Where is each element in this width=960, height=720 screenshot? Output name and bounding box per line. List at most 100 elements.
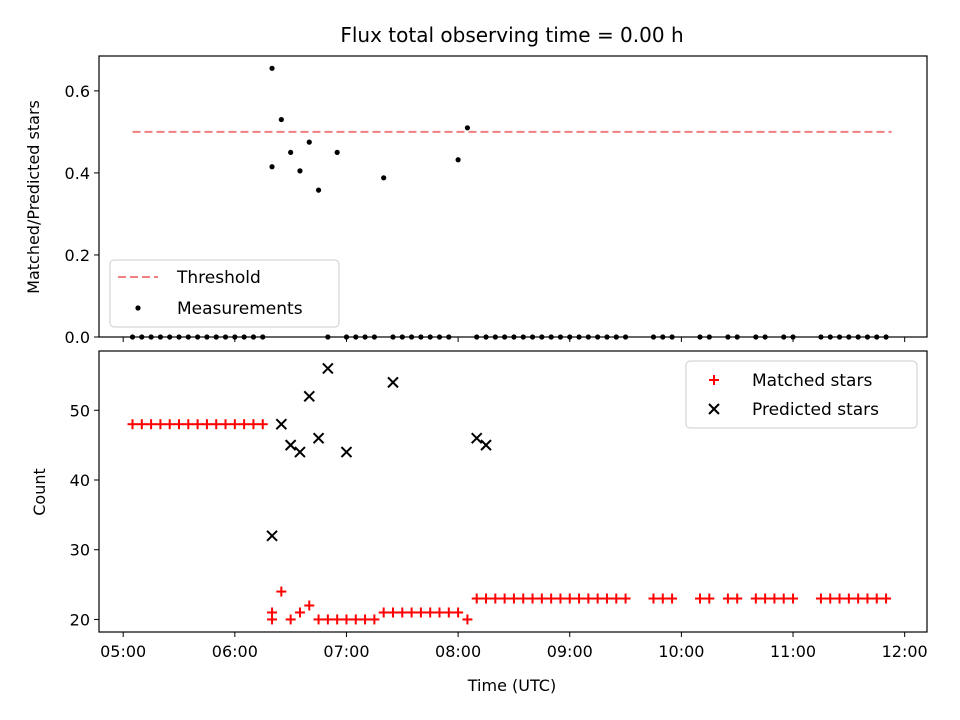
matched-star-point: [146, 419, 157, 430]
matched-star-point: [239, 419, 250, 430]
chart-title: Flux total observing time = 0.00 h: [340, 23, 683, 47]
matched-star-point: [304, 600, 315, 611]
measurement-point: [381, 175, 387, 181]
y-tick-label: 0.2: [65, 246, 90, 265]
matched-star-point: [322, 614, 333, 625]
matched-star-point: [443, 607, 454, 618]
measurement-point: [660, 334, 666, 340]
matched-star-point: [722, 593, 733, 604]
matched-star-point: [406, 607, 417, 618]
predicted-star-point: [284, 439, 297, 451]
measurement-point: [539, 334, 545, 340]
measurement-point: [846, 334, 852, 340]
matched-star-point: [694, 593, 705, 604]
top-y-axis-label: Matched/Predicted stars: [24, 100, 43, 294]
measurement-point: [827, 334, 833, 340]
matched-star-point: [415, 607, 426, 618]
predicted-star-point: [312, 432, 325, 444]
bottom-plot-frame: [98, 350, 928, 633]
predicted-star-point: [387, 376, 399, 389]
bottom-legend-box: [685, 360, 918, 429]
matched-star-point: [788, 593, 799, 604]
matched-star-point: [843, 593, 854, 604]
matched-star-point: [294, 607, 305, 618]
x-tick-label: 07:00: [323, 642, 369, 661]
top-legend: Threshold Measurements: [109, 259, 340, 328]
measurement-point: [371, 334, 377, 340]
matched-star-point: [453, 607, 464, 618]
predicted-star-point: [480, 439, 492, 451]
matched-star-point: [778, 593, 789, 604]
measurement-point: [269, 164, 275, 170]
matched-star-point: [527, 593, 538, 604]
measurement-point: [399, 334, 405, 340]
measurement-point: [874, 334, 880, 340]
matched-star-point: [136, 419, 147, 430]
measurement-point: [474, 334, 480, 340]
predicted-star-point: [471, 432, 483, 444]
measurement-point: [315, 187, 322, 193]
measurement-point: [855, 334, 861, 340]
measurements-legend-marker: [135, 305, 141, 311]
predicted-star-point: [266, 530, 278, 542]
measurements-legend-label: Measurements: [177, 299, 303, 319]
matched-star-point: [815, 593, 826, 604]
y-tick-label: 0.4: [65, 164, 90, 183]
measurement-point: [781, 334, 787, 340]
matched-star-point: [267, 614, 278, 625]
y-tick-label: 20: [70, 610, 90, 629]
measurement-point: [557, 334, 564, 340]
threshold-legend-label: Threshold: [176, 268, 261, 288]
matched-star-point: [229, 419, 240, 430]
measurement-point: [585, 334, 591, 340]
x-tick-label: 08:00: [435, 642, 481, 661]
matched-star-point: [862, 593, 873, 604]
measurement-point: [455, 157, 461, 163]
matched-star-point: [360, 614, 371, 625]
matched-legend-marker: [709, 375, 719, 385]
matched-star-point: [127, 419, 138, 430]
measurement-point: [343, 334, 350, 340]
predicted-star-point: [322, 362, 334, 375]
measurement-point: [567, 334, 573, 340]
measurement-point: [139, 334, 145, 340]
measurement-point: [502, 334, 508, 340]
measurement-point: [595, 334, 601, 340]
x-tick-label: 12:00: [882, 642, 928, 661]
measurement-point: [436, 334, 443, 340]
matched-star-point: [760, 593, 771, 604]
x-tick-label: 11:00: [770, 642, 816, 661]
measurement-point: [278, 116, 284, 123]
measurement-point: [269, 65, 275, 71]
matched-star-point: [853, 593, 864, 604]
measurement-point: [446, 334, 452, 340]
measurement-point: [790, 334, 796, 340]
matched-star-point: [155, 419, 166, 430]
x-tick-label: 06:00: [212, 642, 258, 661]
measurement-point: [529, 334, 536, 340]
measurement-point: [167, 334, 173, 340]
matched-star-point: [462, 614, 473, 625]
matched-star-point: [620, 593, 631, 604]
x-tick-label: 10:00: [658, 642, 704, 661]
matched-star-point: [257, 419, 268, 430]
measurement-point: [306, 139, 312, 145]
matched-star-point: [555, 593, 566, 604]
measurement-point: [864, 334, 871, 340]
bottom-plot: 20 30 40 50 05:00 06:00 07:00 08:00 09:00 10:00 11…: [70, 362, 928, 661]
matched-star-point: [750, 593, 761, 604]
measurement-point: [260, 334, 266, 340]
matched-star-point: [471, 593, 482, 604]
measurement-point: [511, 334, 517, 340]
bottom-legend: Matched stars Predicted stars: [685, 360, 918, 429]
matched-star-point: [369, 614, 380, 625]
predicted-star-point: [275, 418, 288, 430]
predicted-star-point: [294, 446, 306, 458]
matched-star-point: [667, 593, 678, 604]
measurement-point: [185, 334, 191, 340]
measurement-point: [232, 334, 238, 340]
predicted-legend-label: Predicted stars: [752, 400, 879, 420]
measurement-point: [213, 334, 219, 340]
matched-star-point: [601, 593, 612, 604]
